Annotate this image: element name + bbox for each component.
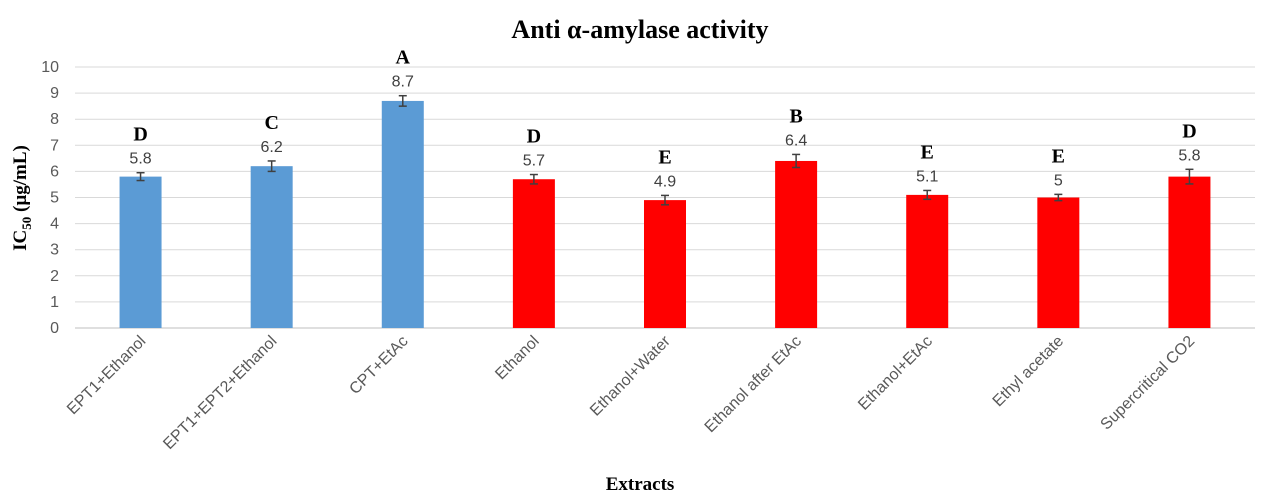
data-label: 5.1 xyxy=(916,168,938,185)
significance-letter: D xyxy=(1182,120,1196,142)
y-tick-label: 2 xyxy=(50,268,59,285)
bar xyxy=(250,166,293,328)
significance-letter: E xyxy=(1052,145,1065,167)
y-axis-title-main: IC xyxy=(10,230,31,251)
significance-letter: B xyxy=(789,105,802,127)
data-label: 6.4 xyxy=(785,132,807,149)
data-label: 5.7 xyxy=(523,153,545,170)
y-axis-title: IC50 (µg/mL) xyxy=(10,145,34,251)
bar xyxy=(512,179,555,328)
data-label: 6.2 xyxy=(261,139,283,156)
y-tick-label: 5 xyxy=(50,190,59,207)
significance-letter: C xyxy=(264,112,278,134)
bar xyxy=(906,194,949,328)
y-tick-label: 8 xyxy=(50,111,59,128)
data-label: 8.7 xyxy=(392,74,414,91)
data-label: 5 xyxy=(1054,172,1063,189)
y-axis-title-subscript: 50 xyxy=(19,217,34,230)
y-tick-label: 9 xyxy=(50,85,59,102)
bar xyxy=(1037,197,1080,328)
bars xyxy=(119,100,1211,329)
significance-letter: E xyxy=(658,146,671,168)
data-label: 5.8 xyxy=(1178,147,1200,164)
x-tick-label: EPT1+Ethanol xyxy=(64,333,149,418)
data-label: 5.8 xyxy=(129,151,151,168)
significance-letter: D xyxy=(527,126,541,148)
bar xyxy=(119,176,162,328)
x-axis-title: Extracts xyxy=(606,474,675,495)
y-axis-title-unit: (µg/mL) xyxy=(10,145,31,212)
x-tick-label: Ethanol+EtAc xyxy=(855,333,936,414)
x-tick-label: Supercritical CO2 xyxy=(1098,333,1199,434)
x-tick-label: Ethanol after EtAc xyxy=(702,333,805,436)
x-tick-label: Ethanol+Water xyxy=(587,332,674,419)
y-tick-label: 4 xyxy=(50,216,59,233)
y-tick-label: 10 xyxy=(41,59,59,76)
x-tick-label: Ethanol xyxy=(492,333,542,383)
significance-letter: D xyxy=(133,124,147,146)
chart-title: Anti α-amylase activity xyxy=(511,15,768,44)
data-labels: 5.8 D 6.2 C 8.7 A 5.7 D 4.9 E 6.4 B 5.1 E 5 E 5.8 D xyxy=(129,47,1200,191)
y-axis-ticks: 0 1 2 3 4 5 6 7 8 9 10 xyxy=(41,59,59,337)
significance-letter: E xyxy=(921,141,934,163)
bar xyxy=(381,100,424,329)
x-tick-label: CPT+EtAc xyxy=(346,333,411,398)
y-tick-label: 3 xyxy=(50,242,59,259)
y-tick-label: 1 xyxy=(50,294,59,311)
x-axis-ticks: EPT1+Ethanol EPT1+EPT2+Ethanol CPT+EtAc Eth… xyxy=(64,332,1198,453)
x-tick-label: Ethyl acetate xyxy=(990,333,1068,411)
bar xyxy=(1168,176,1211,328)
error-bars xyxy=(136,94,1194,206)
significance-letter: A xyxy=(396,47,411,69)
y-tick-label: 6 xyxy=(50,163,59,180)
x-tick-label: EPT1+EPT2+Ethanol xyxy=(160,333,280,453)
y-tick-label: 0 xyxy=(50,320,59,337)
bar xyxy=(775,160,818,328)
data-label: 4.9 xyxy=(654,173,676,190)
y-tick-label: 7 xyxy=(50,137,59,154)
bar xyxy=(644,200,686,328)
